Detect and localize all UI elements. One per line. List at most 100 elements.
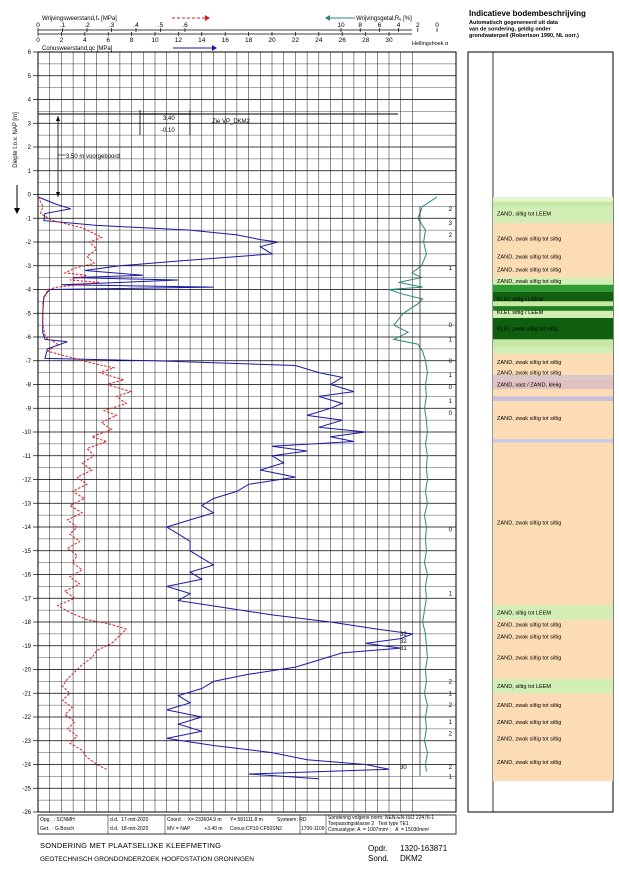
soil-layer [493,353,613,375]
inclination-label: 1 [449,337,453,343]
soil-layer [493,389,613,397]
depth-tick: 4 [28,98,32,104]
depth-tick: -6 [26,335,32,341]
down-arrow-icon [14,185,20,214]
soil-layer [493,379,613,390]
depth-tick: 0 [28,193,32,199]
opdr-value: 1320-163871 [400,844,448,853]
soil-layer [493,306,613,311]
inclination-label: 2 [449,207,453,213]
conusweerstand-line [37,196,415,780]
footer-norm3: Conusatype: A = 1007mm² ; A = 15030mm² [328,827,430,833]
depth-tick: -20 [22,668,31,674]
qc-tick: 30 [385,37,393,44]
soil-note: Automatisch gegenereerd uit data van de s… [469,20,579,39]
inclination-label: 3 [449,221,453,227]
footer-get: Get. : G.Bosch [40,826,75,832]
footer-date1: d.d. 17-mrt-2020 [110,817,149,823]
rf-tick: 2 [416,22,420,29]
plot-grid [37,51,457,813]
depth-tick: -16 [22,573,31,579]
depth-tick: -18 [22,620,31,626]
inclination-label: 1 [449,592,453,598]
qc-legend-arrow [173,45,217,51]
soil-label: ZAND, zwak siltig tot siltig [497,634,561,640]
soil-layer [493,277,613,285]
soil-label: ZAND, siltig tot LEEM [497,212,551,218]
depth-tick: 5 [28,74,32,80]
depth-tick: 1 [28,169,32,175]
inclination-label: 0 [449,359,453,365]
qc-tick: 24 [315,37,323,44]
sond-value: DKM2 [400,854,423,863]
qc-tick: 12 [175,37,183,44]
depth-tick: -3 [26,264,32,270]
soil-label: ZAND, zwak siltig tot siltig [497,760,561,766]
level-value2-label: -0.10 [161,128,175,134]
depth-tick: -15 [22,549,31,555]
predrill-annotation: 3.50 m voorgeboord [56,116,120,197]
report-title: SONDERING MET PLAATSELIJKE KLEEFMETING [40,841,222,850]
inclination-label: 0 [449,527,453,533]
soil-label: ZAND, vast / ZAND, kleiig [497,383,561,389]
soil-label: ZAND, zwak siltig tot siltig [497,622,561,628]
depth-tick: -4 [26,288,32,294]
soil-label: ZAND, zwak siltig tot siltig [497,720,561,726]
depth-tick-labels: 6 5 4 3 2 1 0 -1 -2 -3 -4 -5 -6 -7 -8 -9 -10 -11 -12 -13 -14… [22,50,38,816]
qc-tick: 28 [362,37,370,44]
qc-tick: 22 [292,37,300,44]
soil-labels: ZAND, siltig tot LEEM ZAND, zwak siltig t… [497,212,561,767]
rf-tick-labels: 10 8 6 4 2 0 [337,22,439,32]
inclination-label: 1 [449,691,453,697]
fs-tick: .6 [182,22,188,29]
soil-layer [493,401,613,440]
soil-label: ZAND, zwak siltig tot siltig [497,254,561,260]
qc-tick: 16 [222,37,230,44]
qc-tick: 6 [106,37,110,44]
qc-overflow-label: 31 [400,646,407,652]
depth-tick: -7 [26,359,32,365]
wrijvingsweerstand-line [37,196,133,770]
soil-label: ZAND, zwak siltig tot siltig [497,371,561,377]
soil-label: ZAND, zwak siltig tot siltig [497,236,561,242]
fs-tick: .3 [109,22,115,29]
opdr-label: Opdr. [368,844,388,853]
footer-opdg: Opg. : SCNMH [40,817,75,823]
rf-tick: 0 [435,22,439,29]
soil-layer [493,693,613,782]
depth-tick: -19 [22,644,31,650]
inclination-label: 1 [449,720,453,726]
rf-axis-label: Wrijvingsgetal,Rₑ [%] [356,16,412,22]
level-value-label: 3.40 [163,116,175,122]
soil-layer [493,301,613,307]
qc-tick: 8 [130,37,134,44]
rf-tick: 10 [337,22,345,29]
depth-tick: -2 [26,240,32,246]
inclination-label: 2 [449,765,453,771]
depth-tick: -1 [26,216,32,222]
rf-tick: 8 [358,22,362,29]
inclination-label: 2 [449,679,453,685]
soil-layer [493,318,613,340]
soil-layer [493,196,613,202]
footer-mv: MV = NAP +3.40 m [167,826,223,832]
qc-tick: 2 [60,37,64,44]
footer-date2: d.d. 18-mrt-2020 [110,826,149,832]
soil-layer [493,339,613,347]
soil-layer [493,442,613,606]
footer-coord: Coord. : X= 233604.9 m Y= 581111.8 m [167,817,263,823]
footer-info-frame [37,814,457,835]
depth-tick: 3 [28,121,32,127]
depth-tick: -8 [26,383,32,389]
qc-tick: 26 [339,37,347,44]
soil-label: ZAND, zwak siltig tot siltig [497,520,561,526]
series-layer [37,196,438,780]
rf-tick: 4 [397,22,401,29]
fs-tick: .1 [60,22,66,29]
depth-tick: -21 [22,691,31,697]
soil-layer [493,375,613,380]
wrijvingsgetal-line [388,196,438,772]
qc-tick: 4 [83,37,87,44]
inclination-label: 2 [449,703,453,709]
soil-layers [493,196,613,782]
